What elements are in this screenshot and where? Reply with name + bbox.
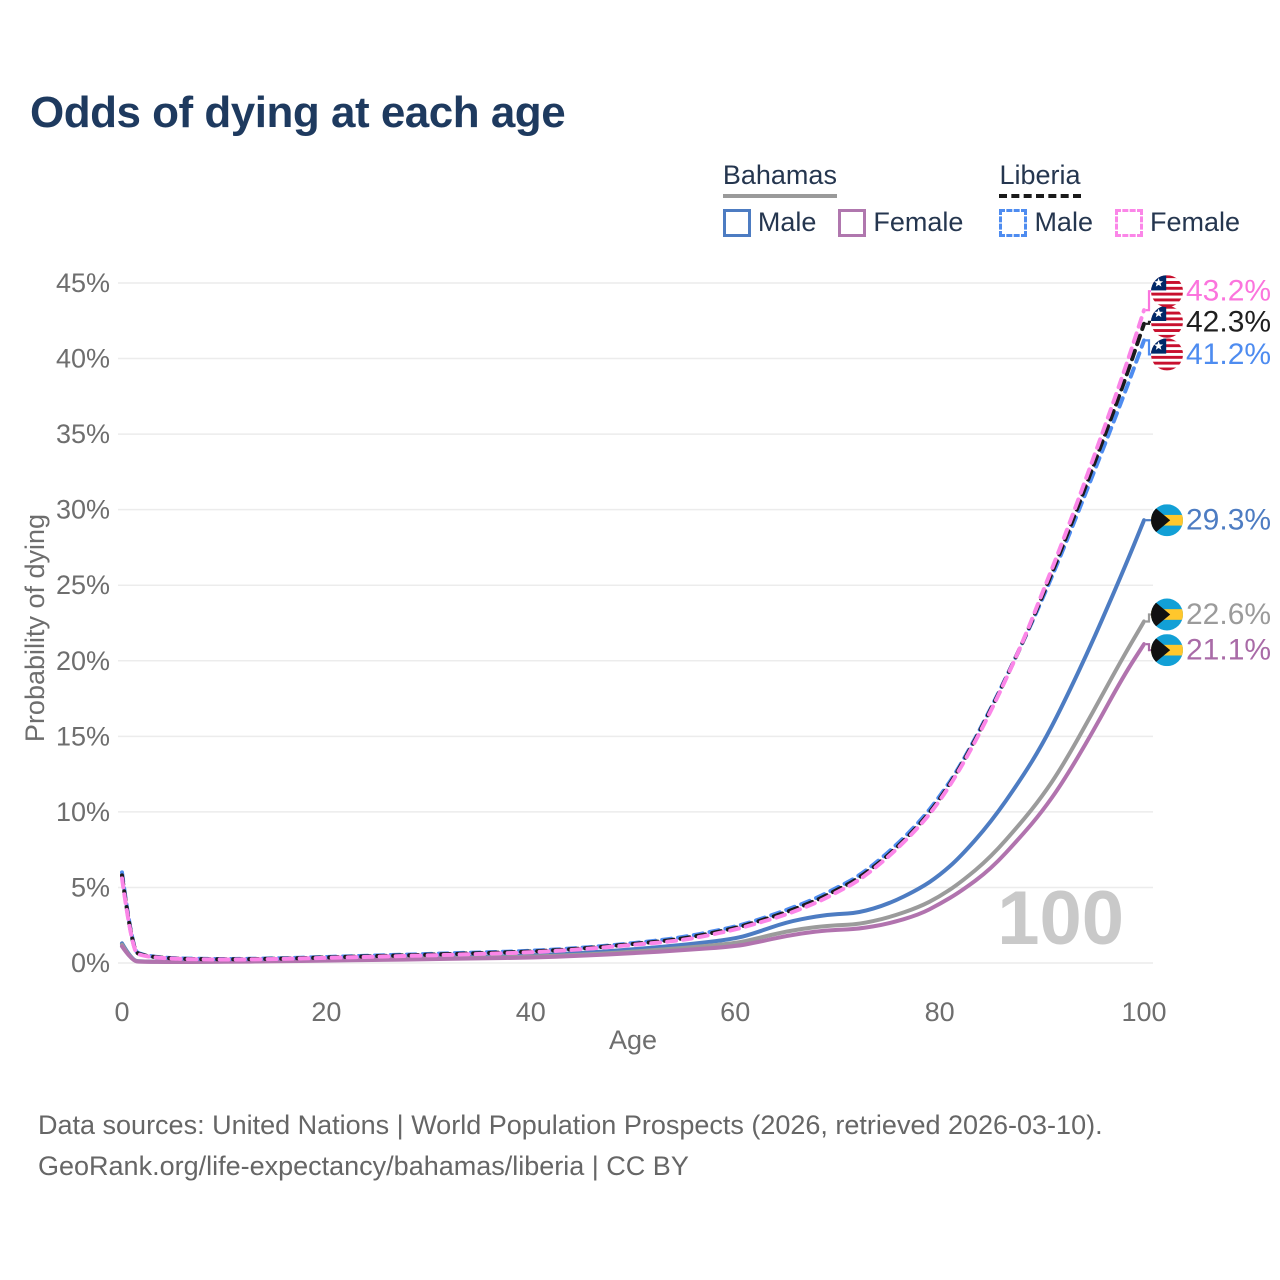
end-label-bahamas-both: 22.6%	[1186, 598, 1271, 631]
legend-group-liberia: Liberia Male Female	[999, 160, 1240, 238]
legend-item-bahamas-female[interactable]: Female	[838, 207, 963, 238]
liberia-female-swatch-icon	[1114, 208, 1143, 237]
end-label-liberia-male: 41.2%	[1186, 338, 1271, 371]
y-tick-label-40: 40%	[56, 344, 110, 374]
end-label-liberia-both: 42.3%	[1186, 305, 1271, 338]
age-counter-watermark: 100	[997, 876, 1124, 961]
end-label-bahamas-female: 21.1%	[1186, 634, 1271, 667]
y-tick-label-15: 15%	[56, 721, 110, 751]
leader-liberia-male	[1146, 339, 1151, 356]
x-axis-title: Age	[609, 1025, 657, 1055]
legend-item-liberia-male[interactable]: Male	[999, 207, 1093, 238]
y-tick-label-5: 5%	[71, 872, 110, 902]
line-liberia-female[interactable]	[120, 308, 1146, 962]
x-tick-label-60: 60	[720, 997, 750, 1027]
x-tick-label-100: 100	[1121, 997, 1166, 1027]
bahamas-flag-icon	[1151, 504, 1183, 537]
line-bahamas-female[interactable]	[120, 642, 1146, 964]
footer: Data sources: United Nations | World Pop…	[38, 1105, 1103, 1187]
footer-attribution: GeoRank.org/life-expectancy/bahamas/libe…	[38, 1151, 689, 1181]
liberia-flag-icon	[1151, 275, 1183, 308]
bahamas-flag-icon	[1151, 598, 1183, 631]
legend-item-label: Female	[1149, 207, 1240, 237]
y-tick-label-45: 45%	[56, 268, 110, 298]
x-tick-label-40: 40	[516, 997, 546, 1027]
legend-item-label: Male	[757, 207, 817, 237]
bahamas-female-swatch-icon	[838, 208, 867, 237]
legend-item-label: Female	[873, 207, 964, 237]
y-tick-label-35: 35%	[56, 419, 110, 449]
y-axis-title: Probability of dying	[20, 514, 50, 742]
leader-bahamas-female	[1146, 643, 1151, 652]
footer-data-sources: Data sources: United Nations | World Pop…	[38, 1110, 1103, 1140]
y-tick-label-30: 30%	[56, 495, 110, 525]
legend-item-liberia-female[interactable]: Female	[1114, 207, 1240, 238]
x-tick-label-20: 20	[311, 997, 341, 1027]
end-label-bahamas-male: 29.3%	[1186, 504, 1271, 537]
leader-liberia-both	[1146, 320, 1151, 325]
end-label-liberia-female: 43.2%	[1186, 275, 1271, 308]
legend-group-bahamas: Bahamas Male Female	[722, 160, 963, 238]
liberia-male-swatch-icon	[999, 208, 1028, 237]
y-tick-label-25: 25%	[56, 570, 110, 600]
legend-item-bahamas-male[interactable]: Male	[722, 207, 817, 238]
y-tick-label-0: 0%	[71, 948, 110, 978]
bahamas-flag-icon	[1151, 634, 1183, 667]
leader-bahamas-both	[1146, 613, 1151, 623]
leader-liberia-female	[1146, 290, 1151, 312]
liberia-flag-icon	[1151, 338, 1183, 371]
legend-item-label: Male	[1034, 207, 1093, 237]
y-tick-label-20: 20%	[56, 646, 110, 676]
y-tick-label-10: 10%	[56, 797, 110, 827]
legend-country-bahamas: Bahamas	[722, 160, 837, 198]
line-bahamas-both[interactable]	[120, 619, 1146, 964]
bahamas-male-swatch-icon	[722, 208, 751, 237]
line-liberia-both[interactable]	[120, 321, 1146, 962]
x-tick-label-0: 0	[114, 997, 129, 1027]
liberia-flag-icon	[1151, 305, 1183, 338]
legend-country-liberia: Liberia	[999, 160, 1081, 198]
legend: Bahamas Male Female Liberia Male Female	[722, 160, 1240, 238]
page-title: Odds of dying at each age	[30, 88, 566, 137]
line-bahamas-male[interactable]	[120, 518, 1146, 964]
x-tick-label-80: 80	[925, 997, 955, 1027]
